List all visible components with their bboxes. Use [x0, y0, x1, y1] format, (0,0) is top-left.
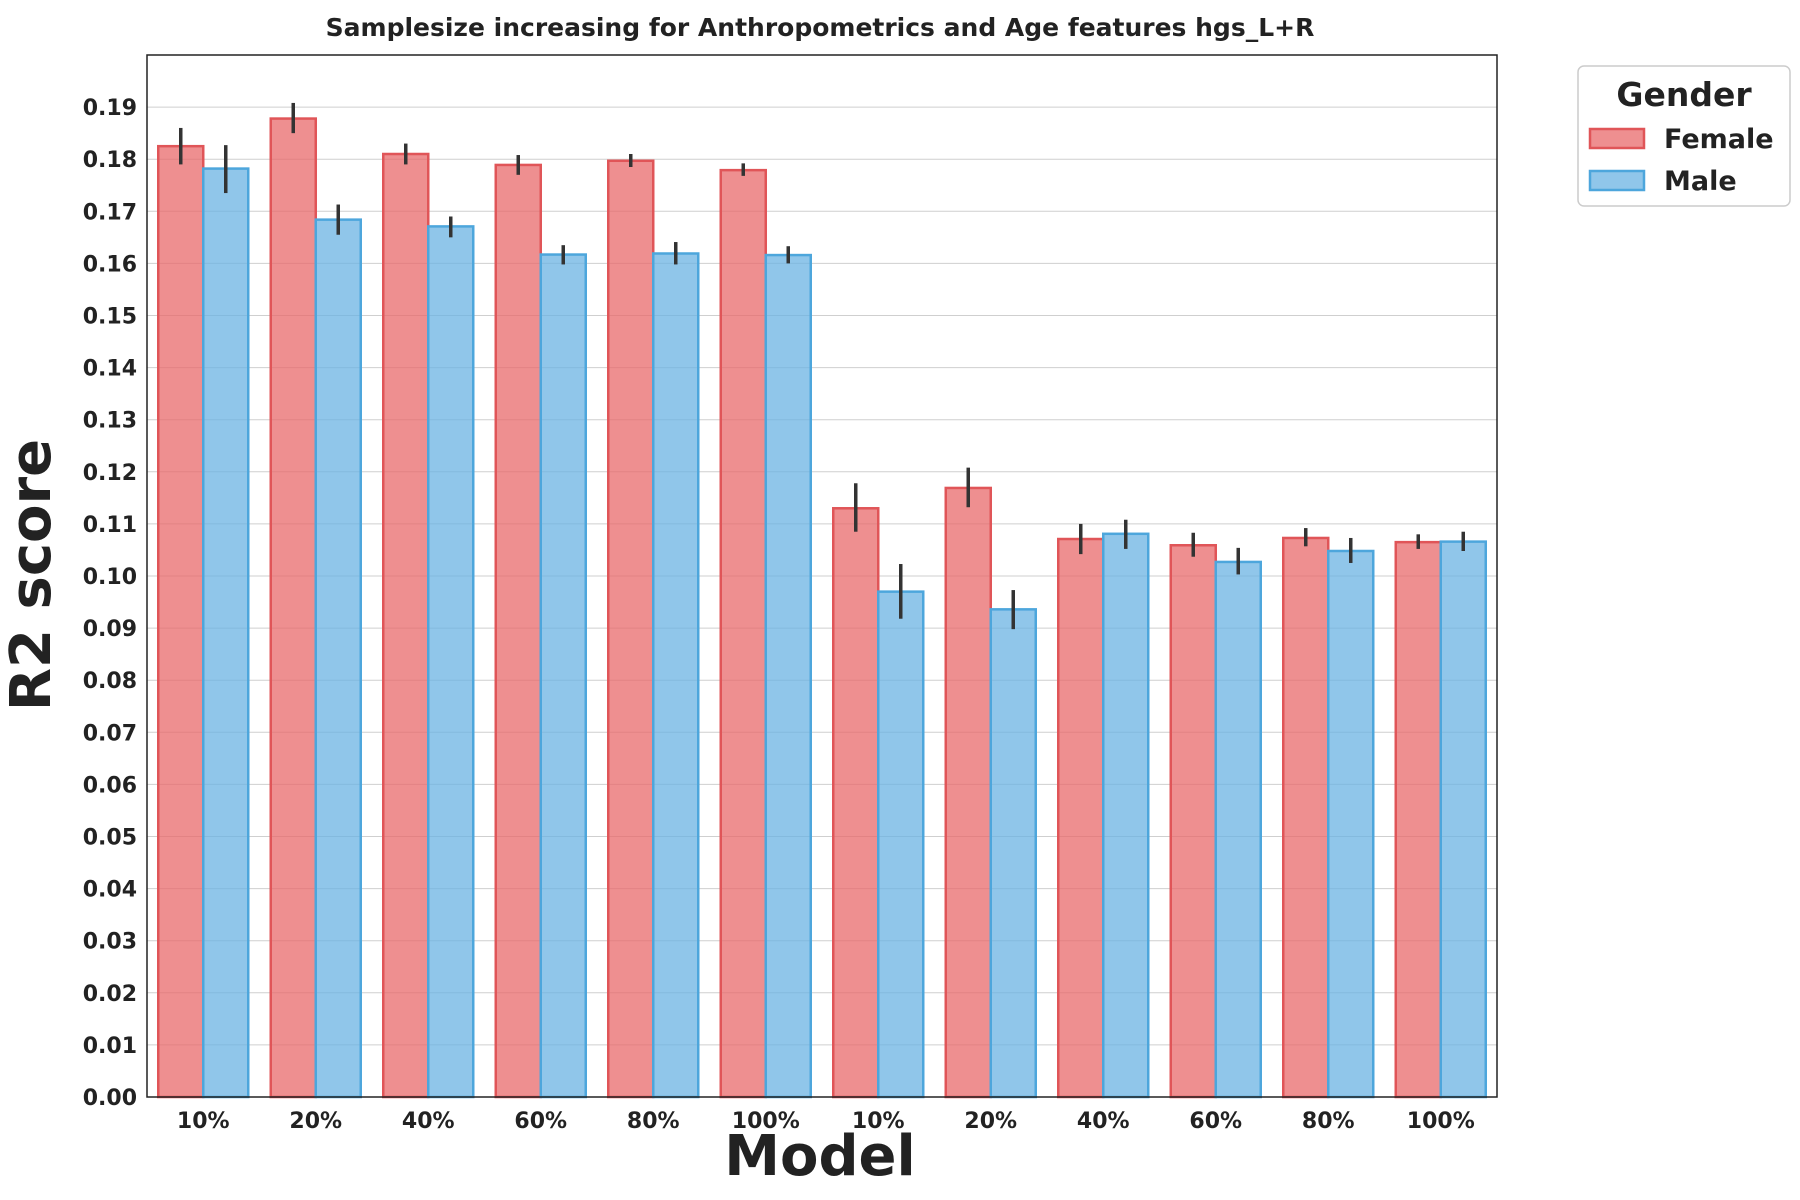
bars — [157, 117, 1487, 1099]
bar-female — [494, 163, 542, 1099]
y-tick-label: 0.16 — [83, 252, 137, 277]
legend-swatch-female — [1588, 127, 1646, 150]
y-tick-label: 0.15 — [83, 305, 137, 330]
bar-female — [157, 144, 205, 1099]
bar-female — [1057, 537, 1105, 1099]
x-tick-label: 20% — [964, 1109, 1017, 1134]
x-axis-ticks: 10% 20% 40% 60% 80% 100% 10% 20% 40% 60% 80% 100% — [177, 1109, 1475, 1134]
x-tick-label: 100% — [732, 1109, 800, 1134]
bar-female — [1169, 544, 1217, 1099]
bar-male — [1439, 540, 1487, 1099]
error-bars — [179, 102, 1465, 630]
x-tick-label: 10% — [852, 1109, 905, 1134]
bar-male — [764, 253, 812, 1099]
bar-male — [1214, 560, 1262, 1099]
y-tick-label: 0.05 — [83, 826, 137, 851]
bar-female — [269, 117, 317, 1099]
y-axis-label: R2 score — [0, 439, 64, 711]
plot-frame — [146, 54, 1498, 1098]
bar-male — [202, 167, 250, 1099]
x-tick-label: 60% — [514, 1109, 567, 1134]
bar-male — [427, 225, 475, 1099]
y-tick-label: 0.10 — [83, 565, 137, 590]
bar-female — [607, 159, 655, 1099]
y-tick-label: 0.13 — [83, 409, 137, 434]
bar-male — [1327, 549, 1375, 1099]
bar-female — [944, 486, 992, 1099]
bar-male — [1102, 532, 1150, 1099]
bar-female — [832, 507, 880, 1099]
y-tick-label: 0.07 — [83, 721, 137, 746]
y-tick-label: 0.01 — [83, 1034, 137, 1059]
y-tick-label: 0.08 — [83, 669, 137, 694]
legend: Gender Female Male — [1577, 65, 1791, 207]
y-tick-label: 0.04 — [83, 878, 137, 903]
bar-male — [652, 252, 700, 1099]
bar-male — [877, 590, 925, 1099]
bar-female — [382, 152, 430, 1099]
legend-title: Gender — [1616, 75, 1752, 114]
y-tick-label: 0.11 — [83, 513, 137, 538]
x-tick-label: 80% — [1302, 1109, 1355, 1134]
y-tick-label: 0.02 — [83, 982, 137, 1007]
grid-lines — [147, 106, 1497, 1098]
x-axis-label: Model — [724, 1124, 915, 1189]
x-tick-label: 80% — [627, 1109, 680, 1134]
y-tick-label: 0.09 — [83, 617, 137, 642]
x-tick-label: 40% — [402, 1109, 455, 1134]
bar-female — [1394, 540, 1442, 1099]
bar-male — [314, 218, 362, 1099]
legend-label-female: Female — [1664, 124, 1774, 155]
y-tick-label: 0.19 — [83, 96, 137, 121]
bar-female — [719, 168, 767, 1099]
bar-female — [1282, 536, 1330, 1099]
x-tick-label: 10% — [177, 1109, 230, 1134]
y-tick-label: 0.18 — [83, 148, 137, 173]
x-tick-label: 40% — [1077, 1109, 1130, 1134]
legend-swatch-male — [1588, 169, 1646, 192]
y-axis-ticks: 0.00 0.01 0.02 0.03 0.04 0.05 0.06 0.07 0.08 0.09… — [83, 96, 137, 1111]
y-tick-label: 0.17 — [83, 200, 137, 225]
y-tick-label: 0.12 — [83, 461, 137, 486]
y-tick-label: 0.06 — [83, 773, 137, 798]
bar-male — [989, 608, 1037, 1099]
chart-title: Samplesize increasing for Anthropometric… — [326, 13, 1315, 42]
y-tick-label: 0.00 — [83, 1086, 137, 1111]
y-tick-label: 0.14 — [83, 357, 137, 382]
x-tick-label: 60% — [1189, 1109, 1242, 1134]
bar-male — [539, 253, 587, 1099]
x-tick-label: 20% — [289, 1109, 342, 1134]
y-tick-label: 0.03 — [83, 930, 137, 955]
x-tick-label: 100% — [1407, 1109, 1475, 1134]
legend-label-male: Male — [1664, 166, 1737, 197]
